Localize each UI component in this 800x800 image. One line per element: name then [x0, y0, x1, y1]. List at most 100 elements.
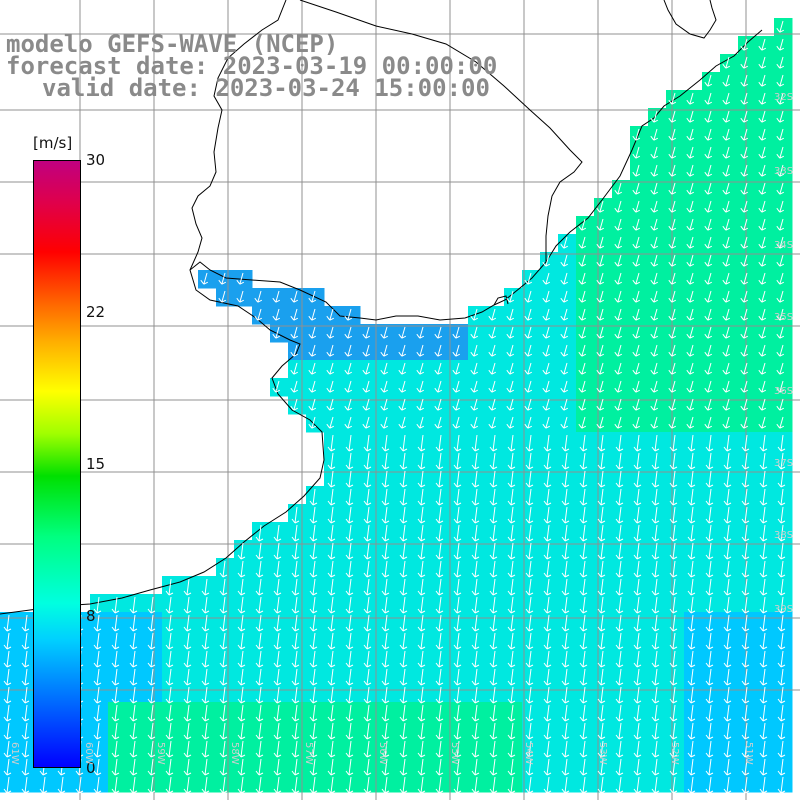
wind-speed-cell — [234, 558, 253, 577]
wind-speed-cell — [720, 774, 739, 793]
wind-arrow — [740, 200, 749, 213]
wind-speed-cell — [648, 612, 667, 631]
wind-speed-cell — [576, 702, 595, 721]
wind-arrow — [597, 542, 606, 560]
wind-arrow — [525, 542, 534, 560]
wind-speed-cell — [0, 738, 19, 757]
wind-speed-cell — [738, 468, 757, 487]
wind-arrow — [308, 308, 317, 321]
wind-arrow — [3, 614, 12, 632]
wind-speed-cell — [702, 486, 721, 505]
lon-label: 53W — [597, 742, 608, 765]
wind-arrow — [344, 362, 353, 375]
wind-speed-cell — [324, 630, 343, 649]
wind-speed-cell — [702, 576, 721, 595]
wind-speed-cell — [702, 558, 721, 577]
wind-speed-cell — [720, 162, 739, 181]
wind-arrow — [579, 722, 588, 740]
wind-speed-cell — [378, 738, 397, 757]
wind-arrow — [290, 398, 299, 411]
wind-speed-cell — [666, 504, 685, 523]
wind-speed-cell — [702, 72, 721, 91]
wind-speed-cell — [342, 774, 361, 793]
wind-speed-cell — [630, 234, 649, 253]
wind-speed-cell — [720, 720, 739, 739]
wind-arrow — [687, 542, 696, 560]
wind-speed-cell — [504, 630, 523, 649]
wind-speed-cell — [306, 540, 325, 559]
wind-speed-cell — [612, 450, 631, 469]
wind-arrow — [219, 776, 228, 794]
wind-arrow — [129, 740, 138, 758]
wind-arrow — [777, 542, 786, 560]
wind-speed-cell — [432, 414, 451, 433]
wind-arrow — [579, 758, 588, 776]
wind-arrow — [3, 740, 12, 758]
wind-arrow — [633, 758, 642, 776]
wind-speed-cell — [576, 378, 595, 397]
wind-arrow — [651, 614, 660, 632]
wind-speed-cell — [450, 432, 469, 451]
wind-arrow — [273, 524, 282, 542]
wind-speed-cell — [324, 468, 343, 487]
wind-speed-cell — [630, 738, 649, 757]
wind-speed-cell — [666, 252, 685, 271]
wind-speed-cell — [702, 252, 721, 271]
wind-speed-cell — [648, 666, 667, 685]
wind-speed-cell — [612, 594, 631, 613]
wind-speed-cell — [216, 594, 235, 613]
wind-arrow — [543, 434, 552, 452]
wind-arrow — [435, 668, 444, 686]
wind-speed-cell — [342, 360, 361, 379]
wind-arrow — [704, 128, 713, 141]
wind-speed-cell — [720, 306, 739, 325]
wind-speed-cell — [234, 576, 253, 595]
wind-speed-cell — [558, 252, 577, 271]
wind-speed-cell — [648, 558, 667, 577]
wind-arrow — [488, 326, 497, 339]
wind-speed-cell — [684, 108, 703, 127]
wind-speed-cell — [324, 684, 343, 703]
wind-speed-cell — [684, 468, 703, 487]
wind-arrow — [704, 344, 713, 357]
wind-arrow — [290, 326, 299, 339]
wind-arrow — [488, 416, 497, 429]
wind-arrow — [345, 758, 354, 776]
wind-arrow — [777, 452, 786, 470]
wind-arrow — [668, 272, 677, 285]
wind-arrow — [776, 308, 785, 321]
wind-speed-cell — [666, 522, 685, 541]
wind-speed-cell — [756, 72, 775, 91]
wind-arrow — [129, 650, 138, 668]
wind-arrow — [740, 326, 749, 339]
wind-arrow — [363, 434, 372, 452]
wind-speed-cell — [324, 450, 343, 469]
wind-arrow — [633, 596, 642, 614]
wind-arrow — [345, 740, 354, 758]
wind-speed-cell — [396, 522, 415, 541]
wind-arrow — [741, 686, 750, 704]
wind-speed-cell — [720, 522, 739, 541]
wind-arrow — [543, 722, 552, 740]
wind-speed-cell — [630, 396, 649, 415]
wind-arrow — [687, 434, 696, 452]
wind-arrow — [345, 596, 354, 614]
lon-label: 60W — [83, 742, 94, 765]
wind-speed-cell — [432, 450, 451, 469]
wind-speed-cell — [720, 378, 739, 397]
wind-arrow — [524, 416, 533, 429]
wind-arrow — [506, 416, 515, 429]
wind-arrow — [705, 668, 714, 686]
wind-speed-cell — [414, 432, 433, 451]
wind-speed-cell — [342, 324, 361, 343]
wind-speed-cell — [180, 756, 199, 775]
wind-arrow — [722, 290, 731, 303]
wind-speed-cell — [486, 594, 505, 613]
wind-arrow — [255, 722, 264, 740]
wind-arrow — [579, 740, 588, 758]
wind-speed-cell — [738, 414, 757, 433]
wind-speed-cell — [666, 180, 685, 199]
wind-speed-cell — [252, 774, 271, 793]
wind-speed-cell — [198, 702, 217, 721]
wind-arrow — [615, 596, 624, 614]
